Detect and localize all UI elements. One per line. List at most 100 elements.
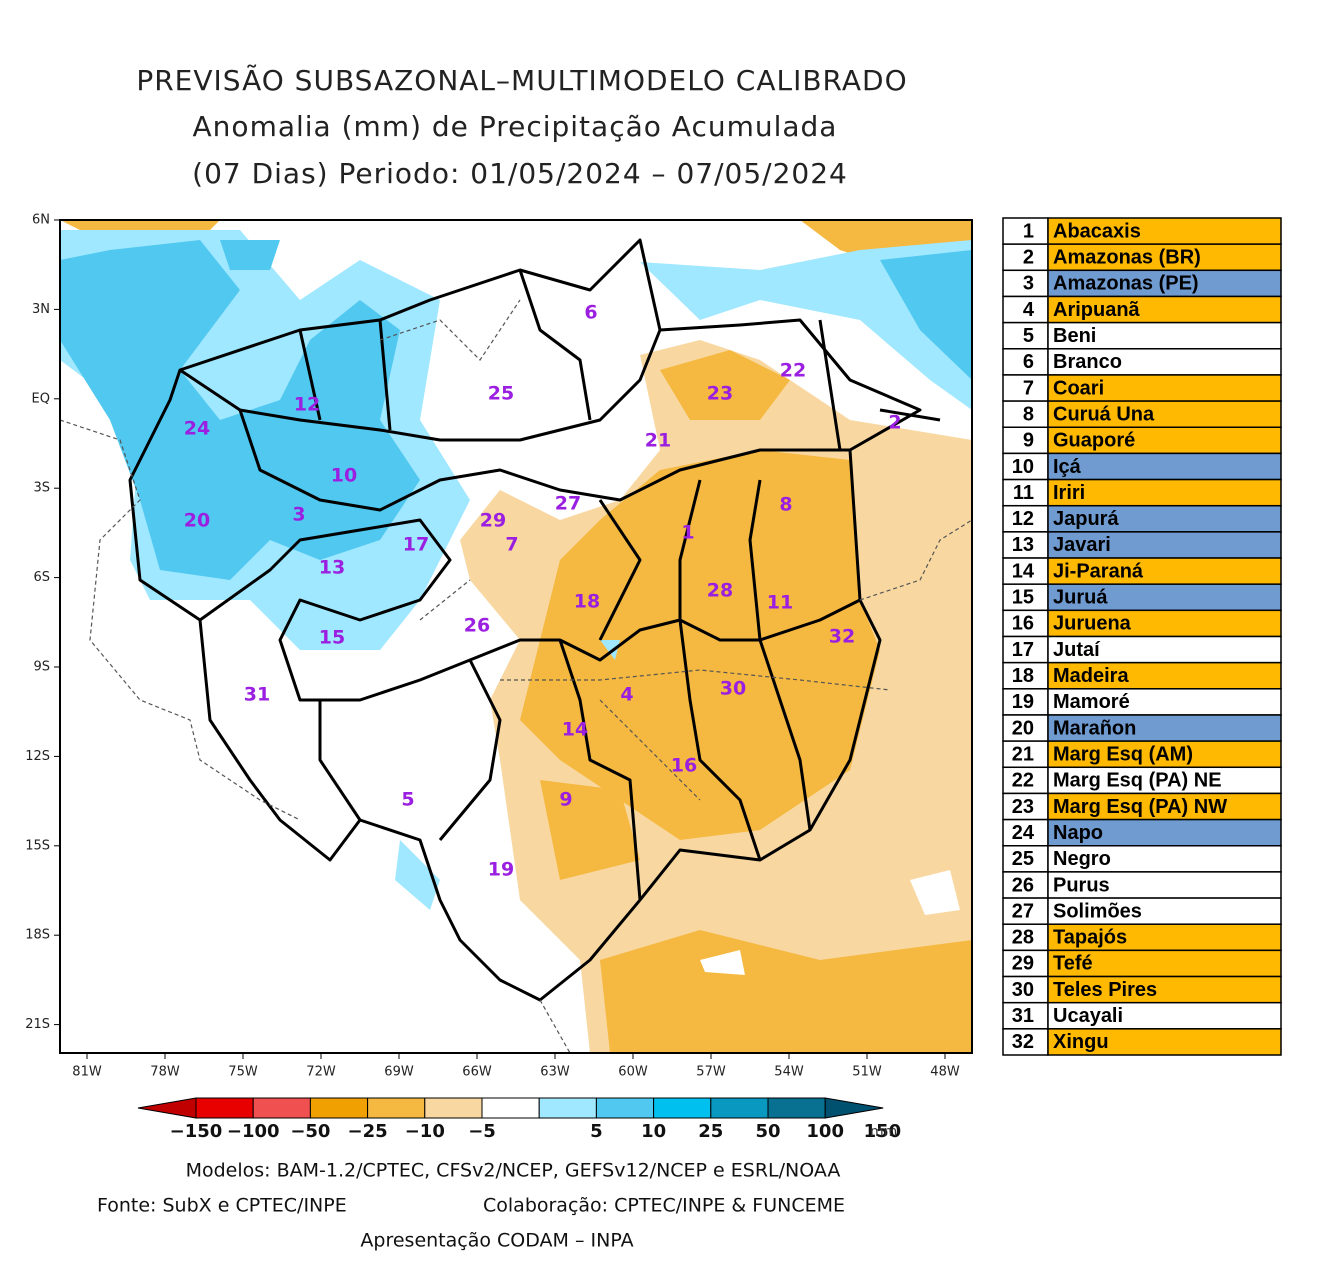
legend-name-cell <box>1047 792 1282 821</box>
legend-name: Negro <box>1053 848 1111 870</box>
lon-label: 51W <box>852 1065 882 1080</box>
basin-label: 11 <box>767 592 793 614</box>
legend-name: Amazonas (PE) <box>1053 273 1199 295</box>
legend-number: 18 <box>1012 665 1034 687</box>
basin-boundaries <box>128 238 941 1002</box>
basin-label: 13 <box>319 557 345 579</box>
legend-name: Mamoré <box>1053 691 1130 713</box>
legend-number: 15 <box>1012 587 1034 609</box>
legend-name: Curuá Una <box>1053 403 1155 425</box>
legend-name: Içá <box>1053 456 1082 478</box>
legend-name-cell <box>1047 478 1282 507</box>
footer-text: Apresentação CODAM – INPA <box>360 1230 633 1252</box>
lon-label: 81W <box>72 1065 102 1080</box>
legend-number: 12 <box>1012 508 1034 530</box>
legend-number: 26 <box>1012 874 1034 896</box>
legend-name: Marg Esq (PA) NE <box>1053 770 1222 792</box>
legend-number-cell <box>1002 1028 1049 1056</box>
lon-label: 48W <box>930 1065 960 1080</box>
legend-name-cell <box>1047 426 1282 455</box>
colorbar-bin <box>309 1097 369 1119</box>
light-blue-area <box>280 240 972 910</box>
basin-outline <box>128 238 922 1002</box>
lat-label: 18S <box>25 928 50 943</box>
orange-area <box>520 450 880 840</box>
colorbar-label: 10 <box>641 1121 666 1142</box>
legend-name-cell <box>1047 295 1282 324</box>
legend-number: 1 <box>1023 220 1034 242</box>
legend-number-cell <box>1002 688 1049 716</box>
colorbar-bin <box>424 1097 483 1119</box>
legend-number-cell <box>1002 949 1049 978</box>
legend-name-cell <box>1047 348 1282 376</box>
legend-number: 20 <box>1012 717 1034 739</box>
legend-number-cell <box>1002 714 1049 742</box>
legend-name: Beni <box>1053 325 1096 347</box>
legend-name: Juruena <box>1053 613 1132 635</box>
legend-name: Juruá <box>1053 587 1108 609</box>
map <box>59 219 973 1054</box>
orange-area <box>540 780 972 1053</box>
lat-label: 9S <box>33 660 50 675</box>
white-patch <box>700 870 960 975</box>
legend-name-cell <box>1047 714 1282 742</box>
legend-name: Javari <box>1053 534 1111 556</box>
colorbar-unit: mm <box>870 1124 897 1140</box>
basin-outline <box>179 329 662 442</box>
legend-name-cell <box>1047 1028 1282 1056</box>
legend-number: 4 <box>1023 299 1035 321</box>
basin-label: 26 <box>464 615 490 637</box>
legend-name-cell <box>1047 949 1282 978</box>
legend-name: Ji-Paraná <box>1053 560 1144 582</box>
basin-label: 24 <box>184 418 210 440</box>
legend-number: 11 <box>1013 482 1034 504</box>
basin-label: 22 <box>780 360 806 382</box>
basin-label: 19 <box>488 859 514 881</box>
legend-name-cell <box>1047 243 1282 272</box>
basin-label: 4 <box>620 684 633 706</box>
legend-name: Aripuanã <box>1053 299 1141 321</box>
legend-number-cell <box>1002 295 1049 324</box>
legend-number: 28 <box>1012 927 1034 949</box>
legend-name: Japurá <box>1053 508 1119 530</box>
legend-number: 24 <box>1012 822 1035 844</box>
legend-name: Napo <box>1053 822 1103 844</box>
legend-number-cell <box>1002 818 1049 847</box>
legend-name-cell <box>1047 452 1282 481</box>
legend-name: Marañon <box>1053 717 1136 739</box>
colorbar-label: 25 <box>698 1121 723 1142</box>
colorbar-triangle <box>137 1097 197 1119</box>
legend-name-cell <box>1047 923 1282 952</box>
legend-number: 22 <box>1012 770 1034 792</box>
legend-name: Madeira <box>1053 665 1129 687</box>
legend-number: 5 <box>1023 325 1034 347</box>
colorbar-bin <box>538 1097 597 1119</box>
orange-area <box>60 220 972 420</box>
legend-name: Jutaí <box>1053 639 1101 661</box>
legend-name: Tapajós <box>1053 927 1127 949</box>
colorbar-label: −25 <box>348 1121 388 1142</box>
legend-number: 23 <box>1012 796 1034 818</box>
colorbar-label: −10 <box>405 1121 445 1142</box>
legend-name-cell <box>1047 688 1282 716</box>
basin-label: 7 <box>505 534 518 556</box>
colorbar-label: −50 <box>290 1121 330 1142</box>
lon-label: 54W <box>774 1065 804 1080</box>
legend-name-cell <box>1047 818 1282 847</box>
basin-label: 10 <box>331 465 357 487</box>
footer-text: Colaboração: CPTEC/INPE & FUNCEME <box>483 1195 845 1217</box>
legend-name-cell <box>1047 269 1282 298</box>
colorbar-triangle <box>824 1097 884 1119</box>
legend-number: 8 <box>1023 403 1034 425</box>
legend-name: Tefé <box>1053 953 1093 975</box>
legend-number: 13 <box>1012 534 1034 556</box>
basin-label: 6 <box>584 302 597 324</box>
legend-name-cell <box>1047 609 1282 638</box>
legend-number-cell <box>1002 374 1049 402</box>
legend-number: 3 <box>1023 273 1034 295</box>
basin-label: 23 <box>707 383 733 405</box>
lat-label: 3N <box>32 302 50 317</box>
legend-name: Teles Pires <box>1053 979 1157 1001</box>
legend-name-cell <box>1047 400 1282 428</box>
basin-label: 30 <box>720 678 746 700</box>
